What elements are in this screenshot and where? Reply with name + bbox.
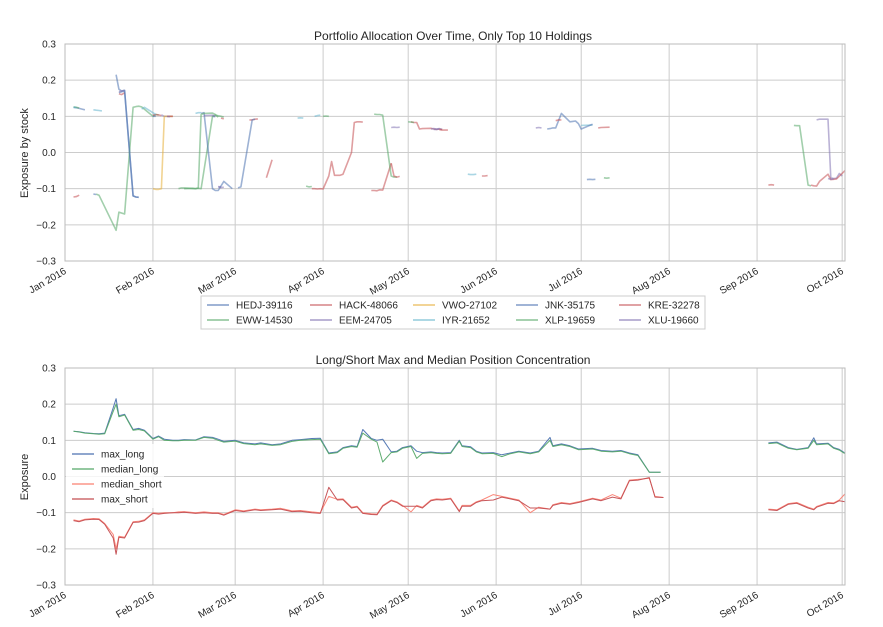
series-line: [218, 186, 224, 189]
y-tick-label: 0.0: [42, 472, 56, 483]
legend-label: VWO-27102: [442, 301, 497, 312]
series-line: [118, 92, 126, 96]
legend-label: median_short: [101, 480, 162, 491]
series-max_short: [73, 477, 846, 555]
series-line: [555, 119, 562, 122]
legend-label: HEDJ-39116: [236, 301, 293, 312]
legend-box: [66, 444, 164, 508]
concentration-y-ticks: 0.3 0.2 0.1 0.0 −0.1 −0.2 −0.3: [36, 364, 56, 592]
series-line: [371, 163, 392, 192]
series-line: [152, 115, 173, 191]
y-tick-label: 0.3: [42, 40, 56, 51]
legend-label: KRE-32278: [648, 301, 700, 312]
series-KRE-32278: [167, 115, 846, 187]
legend-label: XLU-19660: [648, 316, 699, 327]
legend-label: median_long: [101, 465, 158, 476]
allocation-chart-title: Portfolio Allocation Over Time, Only Top…: [314, 29, 592, 43]
series-line: [314, 114, 321, 118]
series-IYR-21652: [73, 106, 593, 176]
series-line: [118, 89, 125, 93]
series-line: [793, 124, 812, 187]
series-line: [93, 109, 103, 112]
series-median_long: [73, 403, 846, 473]
y-tick-label: −0.1: [36, 184, 56, 195]
y-tick-label: −0.1: [36, 508, 56, 519]
series-XLU-19660: [118, 89, 834, 189]
legend-label: max_short: [101, 495, 148, 506]
series-line: [547, 112, 593, 130]
series-line: [220, 117, 225, 120]
legend-label: XLP-19659: [545, 316, 595, 327]
concentration-chart-title: Long/Short Max and Median Position Conce…: [316, 353, 591, 367]
y-tick-label: 0.3: [42, 364, 56, 375]
series-XLP-19659: [184, 112, 812, 190]
series-VWO-27102: [152, 115, 173, 191]
y-tick-label: −0.3: [36, 257, 56, 268]
y-tick-label: −0.2: [36, 544, 56, 555]
y-tick-label: 0.0: [42, 148, 56, 159]
series-line: [73, 403, 661, 473]
concentration-y-axis-label: Exposure: [19, 454, 31, 500]
legend-box: [200, 295, 706, 330]
series-line: [768, 493, 846, 511]
series-line: [768, 500, 846, 511]
series-line: [152, 113, 162, 117]
concentration-series: [73, 398, 846, 555]
series-line: [203, 114, 216, 118]
series-line: [810, 170, 846, 187]
series-line: [237, 118, 256, 189]
y-tick-label: −0.3: [36, 581, 56, 592]
legend-label: max_long: [101, 450, 144, 461]
series-line: [195, 111, 202, 115]
series-line: [178, 114, 225, 190]
series-line: [265, 159, 273, 179]
concentration-legend: max_long median_long median_short max_short: [66, 444, 164, 508]
legend-label: HACK-48066: [339, 301, 398, 312]
legend-label: EEM-24705: [339, 316, 392, 327]
series-line: [408, 121, 415, 124]
series-line: [73, 477, 664, 555]
legend-label: JNK-35175: [545, 301, 595, 312]
allocation-series: [73, 74, 846, 232]
series-line: [374, 113, 397, 178]
series-line: [768, 439, 846, 455]
y-tick-label: 0.2: [42, 76, 56, 87]
allocation-plot-frame: [64, 43, 846, 262]
y-tick-label: 0.1: [42, 436, 56, 447]
series-line: [598, 126, 610, 129]
series-line: [768, 437, 846, 454]
series-line: [827, 177, 834, 181]
allocation-y-axis-label: Exposure by stock: [19, 108, 31, 198]
series-line: [184, 112, 219, 190]
y-tick-label: 0.2: [42, 400, 56, 411]
series-line: [816, 118, 843, 180]
series-HACK-48066: [73, 92, 610, 198]
y-tick-label: −0.2: [36, 220, 56, 231]
y-tick-label: 0.1: [42, 112, 56, 123]
series-line: [73, 194, 80, 198]
series-line: [390, 163, 400, 178]
series-line: [141, 106, 157, 116]
legend-label: EWW-14530: [236, 316, 293, 327]
series-line: [305, 185, 312, 188]
allocation-chart: Portfolio Allocation Over Time, Only Top…: [19, 29, 846, 330]
legend-label: IYR-21652: [442, 316, 490, 327]
concentration-plot-frame: [64, 367, 846, 586]
series-line: [311, 121, 363, 190]
allocation-legend: HEDJ-39116 EWW-14530 HACK-48066 EEM-24705 VW…: [200, 295, 706, 330]
allocation-y-ticks: 0.3 0.2 0.1 0.0 −0.1 −0.2 −0.3: [36, 40, 56, 268]
